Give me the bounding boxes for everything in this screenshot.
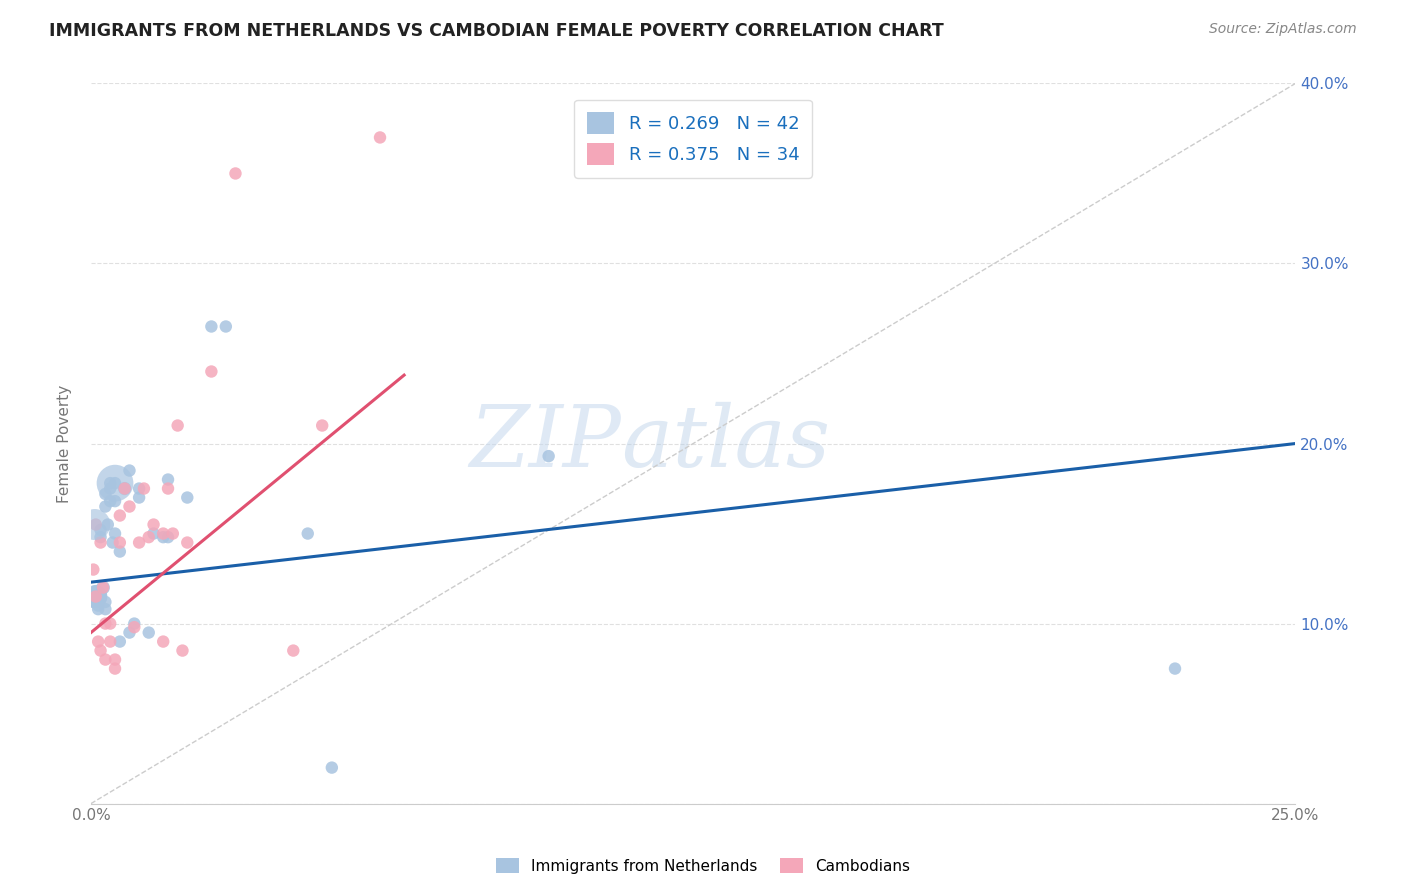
Point — [87, 602, 110, 616]
Point — [108, 508, 131, 523]
Point — [124, 620, 146, 634]
Point — [297, 526, 319, 541]
Point — [138, 625, 160, 640]
Point — [118, 464, 141, 478]
Point — [104, 494, 127, 508]
Point — [98, 616, 121, 631]
Point — [82, 595, 104, 609]
Point — [104, 476, 127, 491]
Point — [152, 634, 174, 648]
Point — [104, 476, 127, 491]
Y-axis label: Female Poverty: Female Poverty — [58, 384, 72, 503]
Point — [104, 526, 127, 541]
Point — [176, 491, 198, 505]
Point — [321, 761, 343, 775]
Point — [1164, 662, 1187, 676]
Point — [368, 130, 391, 145]
Point — [108, 535, 131, 549]
Point — [91, 581, 114, 595]
Point — [114, 482, 136, 496]
Point — [128, 491, 150, 505]
Point — [152, 530, 174, 544]
Point — [215, 319, 238, 334]
Point — [98, 634, 121, 648]
Point — [157, 473, 180, 487]
Point — [82, 563, 104, 577]
Point — [200, 319, 222, 334]
Text: atlas: atlas — [621, 402, 830, 485]
Point — [118, 625, 141, 640]
Point — [98, 494, 121, 508]
Point — [94, 652, 117, 666]
Point — [83, 517, 105, 532]
Point — [94, 595, 117, 609]
Text: ZIP: ZIP — [470, 402, 621, 485]
Point — [91, 581, 114, 595]
Point — [166, 418, 188, 433]
Text: IMMIGRANTS FROM NETHERLANDS VS CAMBODIAN FEMALE POVERTY CORRELATION CHART: IMMIGRANTS FROM NETHERLANDS VS CAMBODIAN… — [49, 22, 943, 40]
Point — [98, 482, 121, 496]
Point — [94, 500, 117, 514]
Text: Source: ZipAtlas.com: Source: ZipAtlas.com — [1209, 22, 1357, 37]
Point — [142, 526, 165, 541]
Point — [84, 590, 107, 604]
Point — [157, 482, 180, 496]
Point — [311, 418, 333, 433]
Point — [224, 166, 246, 180]
Point — [84, 584, 107, 599]
Point — [132, 482, 155, 496]
Point — [152, 526, 174, 541]
Point — [157, 530, 180, 544]
Point — [104, 662, 127, 676]
Point — [84, 517, 107, 532]
Point — [98, 476, 121, 491]
Point — [84, 590, 107, 604]
Point — [94, 487, 117, 501]
Point — [87, 599, 110, 613]
Point — [124, 616, 146, 631]
Point — [90, 523, 112, 537]
Point — [162, 526, 184, 541]
Point — [200, 364, 222, 378]
Point — [101, 535, 124, 549]
Point — [94, 602, 117, 616]
Point — [90, 535, 112, 549]
Point — [128, 482, 150, 496]
Point — [142, 517, 165, 532]
Point — [172, 643, 194, 657]
Point — [108, 634, 131, 648]
Point — [90, 530, 112, 544]
Point — [128, 535, 150, 549]
Point — [176, 535, 198, 549]
Point — [90, 588, 112, 602]
Point — [114, 482, 136, 496]
Legend: R = 0.269   N = 42, R = 0.375   N = 34: R = 0.269 N = 42, R = 0.375 N = 34 — [575, 100, 813, 178]
Point — [118, 500, 141, 514]
Point — [87, 634, 110, 648]
Point — [108, 544, 131, 558]
Point — [94, 616, 117, 631]
Point — [138, 530, 160, 544]
Point — [537, 449, 560, 463]
Point — [104, 652, 127, 666]
Point — [283, 643, 305, 657]
Legend: Immigrants from Netherlands, Cambodians: Immigrants from Netherlands, Cambodians — [489, 852, 917, 880]
Point — [90, 643, 112, 657]
Point — [97, 517, 120, 532]
Point — [90, 591, 112, 606]
